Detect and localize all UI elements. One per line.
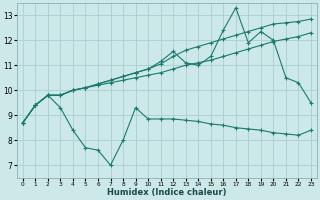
X-axis label: Humidex (Indice chaleur): Humidex (Indice chaleur) xyxy=(107,188,227,197)
